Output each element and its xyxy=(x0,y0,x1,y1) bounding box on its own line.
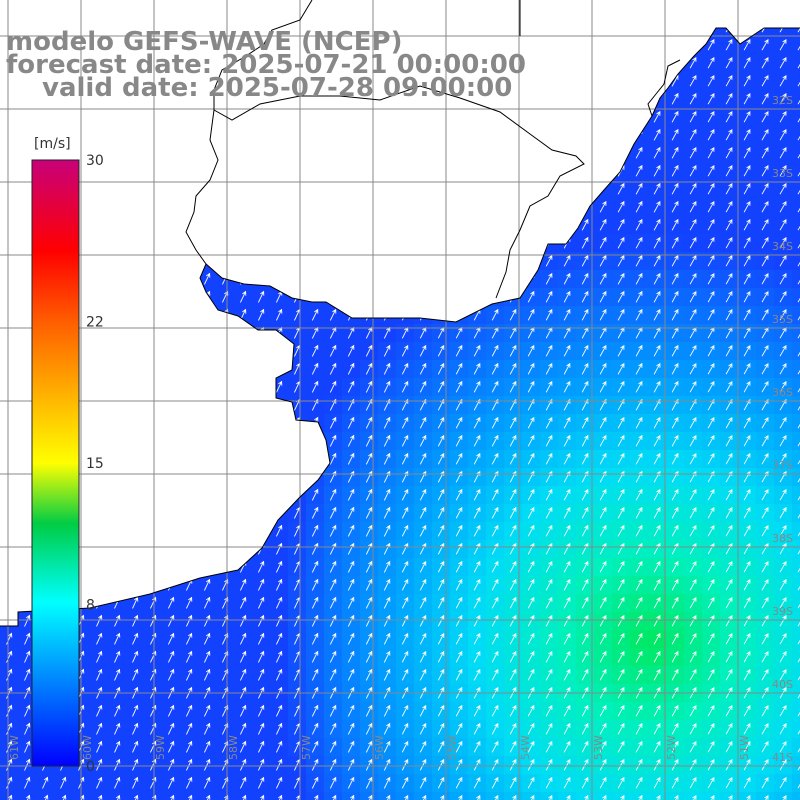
colorbar-gradient xyxy=(31,159,80,767)
lon-label: 53W xyxy=(592,735,605,760)
lat-label: 39S xyxy=(772,605,793,618)
model-title: modelo GEFS-WAVE (NCEP) xyxy=(6,27,403,57)
colorbar: [m/s] 30 22 15 8 0 xyxy=(31,136,104,775)
lat-label: 40S xyxy=(772,678,793,691)
colorbar-tick-label: 8 xyxy=(86,597,95,613)
lon-label: 58W xyxy=(227,735,240,760)
lat-label: 38S xyxy=(772,532,793,545)
colorbar-tick-label: 0 xyxy=(86,759,95,775)
lon-label: 60W xyxy=(81,735,94,760)
forecast-date: forecast date: 2025-07-21 00:00:00 xyxy=(6,50,526,80)
lat-label: 35S xyxy=(772,313,793,326)
lon-label: 55W xyxy=(446,735,459,760)
longitude-labels: 61W 60W 59W 58W 57W 56W 55W 54W 53W 52W … xyxy=(8,735,751,760)
colorbar-tick-label: 22 xyxy=(86,315,104,331)
lon-label: 61W xyxy=(8,735,21,760)
colorbar-unit: [m/s] xyxy=(34,136,71,152)
lat-label: 33S xyxy=(772,167,793,180)
latitude-labels: 32S 33S 34S 35S 36S 37S 38S 39S 40S 41S xyxy=(772,94,793,764)
coastline xyxy=(0,0,800,627)
lat-label: 36S xyxy=(772,386,793,399)
lon-label: 51W xyxy=(738,735,751,760)
lat-label: 37S xyxy=(772,459,793,472)
colorbar-tick-label: 30 xyxy=(86,153,104,169)
valid-date: valid date: 2025-07-28 09:00:00 xyxy=(42,73,513,103)
lon-label: 57W xyxy=(300,735,313,760)
lon-label: 52W xyxy=(665,735,678,760)
lon-label: 59W xyxy=(154,735,167,760)
lon-label: 56W xyxy=(373,735,386,760)
lat-label: 41S xyxy=(772,751,793,764)
lat-label: 34S xyxy=(772,240,793,253)
colorbar-tick-label: 15 xyxy=(86,456,104,472)
lon-label: 54W xyxy=(519,735,532,760)
lat-label: 32S xyxy=(772,94,793,107)
